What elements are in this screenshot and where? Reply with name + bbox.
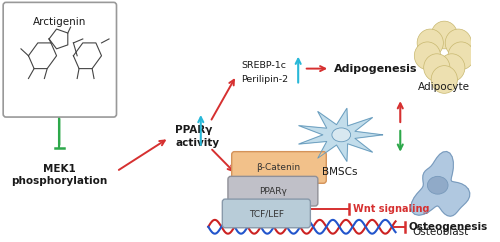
Text: activity: activity [176, 138, 220, 148]
Text: BMSCs: BMSCs [322, 167, 357, 177]
Circle shape [438, 54, 465, 82]
FancyBboxPatch shape [3, 2, 116, 117]
Circle shape [445, 29, 471, 57]
Text: PPARγ: PPARγ [259, 187, 287, 196]
Ellipse shape [428, 176, 448, 194]
Circle shape [431, 66, 458, 93]
Text: Perilipin-2: Perilipin-2 [241, 75, 288, 84]
FancyBboxPatch shape [222, 199, 310, 228]
Text: Adipocyte: Adipocyte [418, 83, 470, 92]
Text: TCF/LEF: TCF/LEF [249, 209, 284, 219]
Text: Arctigenin: Arctigenin [32, 17, 86, 27]
Text: Wnt signaling: Wnt signaling [352, 204, 429, 214]
Circle shape [414, 42, 440, 70]
Text: Osteogenesis: Osteogenesis [408, 222, 488, 232]
Circle shape [431, 21, 458, 49]
Ellipse shape [332, 128, 350, 142]
Polygon shape [411, 151, 470, 216]
Text: PPARγ: PPARγ [176, 125, 213, 135]
Circle shape [448, 42, 474, 70]
Text: MEK1: MEK1 [43, 165, 76, 174]
Circle shape [424, 54, 450, 82]
Polygon shape [298, 108, 382, 161]
Text: β-Catenin: β-Catenin [256, 163, 300, 172]
Text: phosphorylation: phosphorylation [11, 176, 108, 186]
FancyBboxPatch shape [228, 176, 318, 206]
Text: Adipogenesis: Adipogenesis [334, 64, 417, 74]
Text: Osteoblast: Osteoblast [412, 227, 469, 237]
FancyBboxPatch shape [232, 152, 326, 183]
Text: SREBP-1c: SREBP-1c [241, 61, 286, 70]
Circle shape [417, 29, 444, 57]
